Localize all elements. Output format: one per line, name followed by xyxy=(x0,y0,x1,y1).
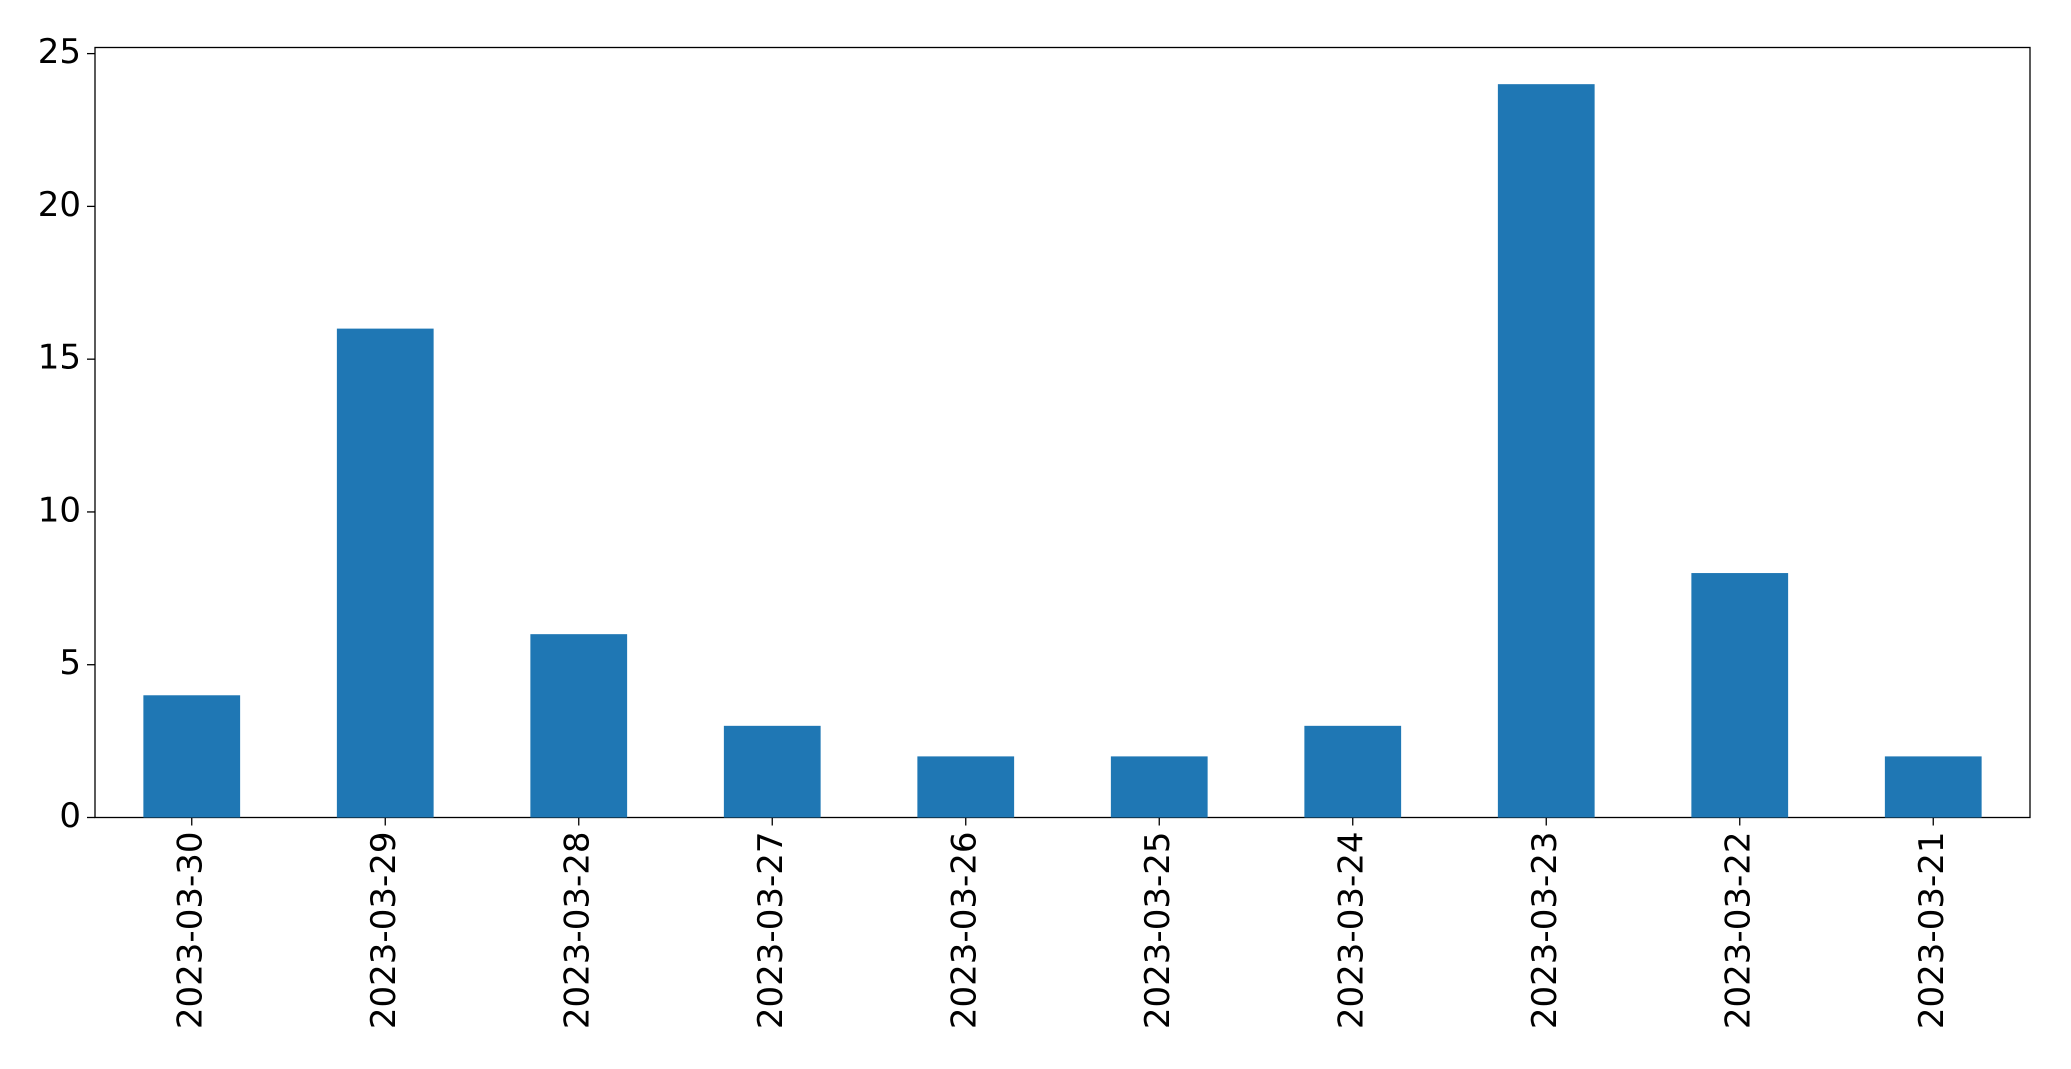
x-tick-label: 2023-03-27 xyxy=(751,832,791,1030)
bar xyxy=(1110,756,1208,818)
bar xyxy=(143,695,241,818)
x-tick-label: 2023-03-23 xyxy=(1525,832,1565,1030)
bar xyxy=(530,634,628,818)
x-tick-label: 2023-03-22 xyxy=(1718,832,1758,1030)
y-tick-label: 5 xyxy=(59,643,81,683)
bar xyxy=(1304,725,1402,818)
plot-frame xyxy=(94,46,2031,819)
bar xyxy=(1884,756,1982,818)
x-tick-label: 2023-03-25 xyxy=(1138,832,1178,1030)
bar xyxy=(917,756,1015,818)
x-tick-label: 2023-03-28 xyxy=(557,832,597,1030)
bar xyxy=(1497,84,1595,818)
y-tick-label: 0 xyxy=(59,796,81,836)
y-tick-label: 20 xyxy=(38,185,81,225)
bar xyxy=(1691,573,1789,818)
bar xyxy=(336,328,434,818)
y-tick-label: 10 xyxy=(38,490,81,530)
y-tick-label: 25 xyxy=(38,32,81,72)
x-tick-label: 2023-03-21 xyxy=(1912,832,1952,1030)
bar xyxy=(723,725,821,818)
x-tick-label: 2023-03-24 xyxy=(1331,832,1371,1030)
y-tick-label: 15 xyxy=(38,338,81,378)
x-tick-label: 2023-03-26 xyxy=(944,832,984,1030)
x-tick-label: 2023-03-30 xyxy=(170,832,210,1030)
x-tick-label: 2023-03-29 xyxy=(364,832,404,1030)
